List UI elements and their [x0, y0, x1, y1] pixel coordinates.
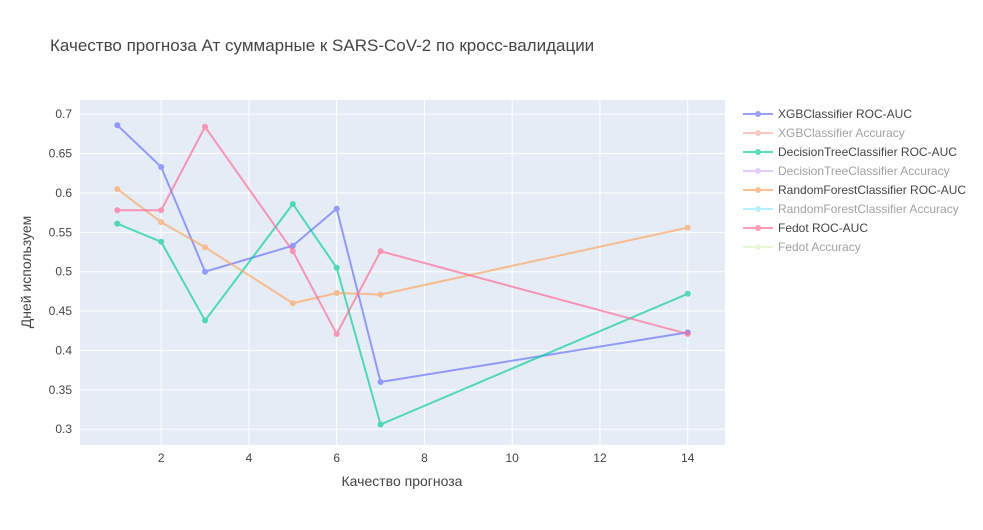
- data-point-randomforestclassifier-roc-auc[interactable]: [289, 300, 296, 307]
- data-point-randomforestclassifier-roc-auc[interactable]: [333, 289, 340, 296]
- y-tick-label: 0.55: [49, 225, 73, 239]
- legend-symbol: [743, 111, 773, 117]
- x-axis-title: Качество прогноза: [342, 473, 463, 489]
- legend-item-decisiontreeclassifier-accuracy[interactable]: DecisionTreeClassifier Accuracy: [743, 164, 950, 178]
- data-point-randomforestclassifier-roc-auc[interactable]: [114, 186, 121, 193]
- series-fedot-roc-auc: [114, 123, 691, 337]
- x-tick-label: 8: [421, 451, 428, 465]
- data-point-randomforestclassifier-roc-auc[interactable]: [202, 244, 209, 251]
- legend-label: RandomForestClassifier Accuracy: [778, 202, 959, 216]
- x-tick-label: 10: [506, 451, 520, 465]
- series-xgbclassifier-roc-auc: [114, 122, 691, 385]
- data-point-xgbclassifier-roc-auc[interactable]: [289, 242, 296, 249]
- legend-item-xgbclassifier-roc-auc[interactable]: XGBClassifier ROC-AUC: [743, 107, 912, 121]
- y-tick-label: 0.3: [55, 422, 72, 436]
- data-point-fedot-roc-auc[interactable]: [114, 207, 121, 214]
- y-tick-label: 0.5: [55, 265, 72, 279]
- legend-item-xgbclassifier-accuracy[interactable]: XGBClassifier Accuracy: [743, 126, 905, 140]
- y-tick-label: 0.4: [55, 343, 72, 357]
- legend-item-randomforestclassifier-accuracy[interactable]: RandomForestClassifier Accuracy: [743, 202, 959, 216]
- data-point-xgbclassifier-roc-auc[interactable]: [158, 163, 165, 170]
- legend-symbol: [743, 225, 773, 231]
- data-point-decisiontreeclassifier-roc-auc[interactable]: [684, 290, 691, 297]
- data-point-decisiontreeclassifier-roc-auc[interactable]: [158, 238, 165, 245]
- legend-label: XGBClassifier Accuracy: [778, 126, 905, 140]
- data-point-fedot-roc-auc[interactable]: [202, 123, 209, 130]
- plot-area: [80, 100, 725, 445]
- y-tick-label: 0.6: [55, 186, 72, 200]
- data-point-decisiontreeclassifier-roc-auc[interactable]: [333, 264, 340, 271]
- chart-title: Качество прогноза Ат суммарные к SARS-Co…: [50, 36, 594, 55]
- legend-label: XGBClassifier ROC-AUC: [778, 107, 912, 121]
- legend-symbol: [743, 149, 773, 155]
- legend-item-decisiontreeclassifier-roc-auc[interactable]: DecisionTreeClassifier ROC-AUC: [743, 145, 957, 159]
- legend-label: RandomForestClassifier ROC-AUC: [778, 183, 966, 197]
- data-point-fedot-roc-auc[interactable]: [333, 330, 340, 337]
- legend-symbol: [743, 168, 773, 174]
- legend-symbol: [743, 244, 773, 250]
- legend-label: Fedot ROC-AUC: [778, 221, 868, 235]
- data-point-decisiontreeclassifier-roc-auc[interactable]: [289, 200, 296, 207]
- legend-label: DecisionTreeClassifier ROC-AUC: [778, 145, 957, 159]
- axes: 0.3 0.35 0.4 0.45 0.5 0.55 0.6 0.65 0.7 2 4 6 8 10 12 1…: [49, 107, 695, 465]
- x-tick-label: 12: [593, 451, 607, 465]
- data-point-decisiontreeclassifier-roc-auc[interactable]: [202, 317, 209, 324]
- data-point-randomforestclassifier-roc-auc[interactable]: [684, 224, 691, 231]
- data-point-decisiontreeclassifier-roc-auc[interactable]: [114, 220, 121, 227]
- y-axis-title: Дней используем: [18, 216, 34, 329]
- data-point-fedot-roc-auc[interactable]: [158, 207, 165, 214]
- series-randomforestclassifier-roc-auc: [114, 186, 691, 307]
- legend-item-fedot-accuracy[interactable]: Fedot Accuracy: [743, 240, 861, 254]
- data-point-fedot-roc-auc[interactable]: [289, 248, 296, 255]
- y-tick-label: 0.7: [55, 107, 72, 121]
- legend-label: DecisionTreeClassifier Accuracy: [778, 164, 950, 178]
- data-point-randomforestclassifier-roc-auc[interactable]: [158, 219, 165, 226]
- data-point-xgbclassifier-roc-auc[interactable]: [114, 122, 121, 129]
- x-tick-label: 14: [681, 451, 695, 465]
- data-point-xgbclassifier-roc-auc[interactable]: [377, 378, 384, 385]
- legend-item-fedot-roc-auc[interactable]: Fedot ROC-AUC: [743, 221, 868, 235]
- x-tick-label: 4: [246, 451, 253, 465]
- data-point-fedot-roc-auc[interactable]: [377, 248, 384, 255]
- legend-symbol: [743, 130, 773, 136]
- legend-label: Fedot Accuracy: [778, 240, 861, 254]
- x-tick-label: 6: [333, 451, 340, 465]
- y-tick-label: 0.35: [49, 383, 73, 397]
- data-point-xgbclassifier-roc-auc[interactable]: [333, 205, 340, 212]
- data-point-randomforestclassifier-roc-auc[interactable]: [377, 291, 384, 298]
- legend-symbol: [743, 206, 773, 212]
- data-point-fedot-roc-auc[interactable]: [684, 330, 691, 337]
- series-decisiontreeclassifier-roc-auc: [114, 200, 691, 428]
- y-tick-label: 0.45: [49, 304, 73, 318]
- y-tick-label: 0.65: [49, 147, 73, 161]
- series-lines: [114, 122, 691, 428]
- legend-symbol: [743, 187, 773, 193]
- data-point-decisiontreeclassifier-roc-auc[interactable]: [377, 421, 384, 428]
- legend-item-randomforestclassifier-roc-auc[interactable]: RandomForestClassifier ROC-AUC: [743, 183, 966, 197]
- legend[interactable]: XGBClassifier ROC-AUC XGBClassifier Accur…: [743, 107, 966, 254]
- x-tick-label: 2: [158, 451, 165, 465]
- data-point-xgbclassifier-roc-auc[interactable]: [202, 268, 209, 275]
